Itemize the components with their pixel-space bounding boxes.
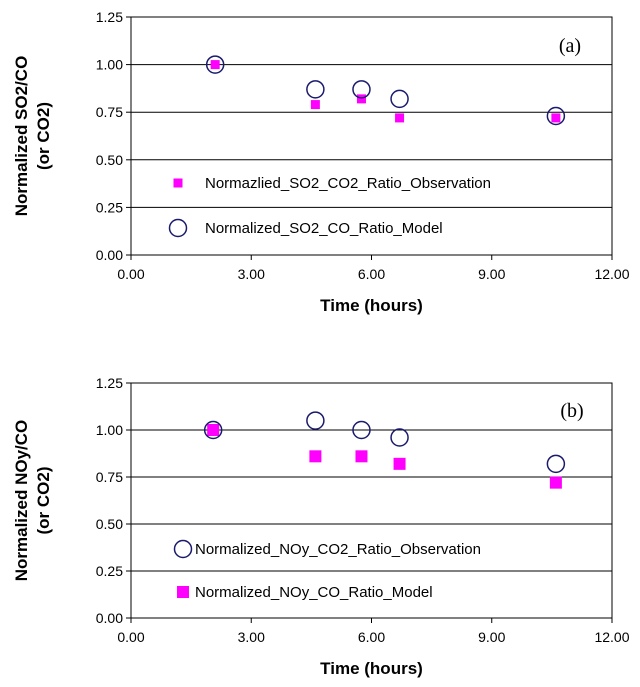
data-point (546, 106, 566, 126)
data-point (207, 424, 220, 436)
y-tick-label: 1.25 (96, 375, 123, 391)
x-tick-label: 3.00 (238, 266, 265, 282)
legend-marker (173, 539, 193, 559)
legend-label: Normalized_NOy_CO_Ratio_Model (195, 584, 433, 601)
y-axis-title: Normalized NOy/CO (12, 420, 31, 582)
y-tick-label: 0.25 (96, 563, 123, 579)
data-point (390, 428, 409, 447)
y-tick-label: 0.75 (96, 469, 123, 485)
x-axis-title: Time (hours) (320, 296, 423, 315)
series-2 (205, 55, 566, 126)
plot-area-frame (130, 382, 613, 619)
y-axis-title: (or CO2) (34, 102, 53, 170)
series-1 (203, 411, 566, 474)
data-point (356, 94, 366, 104)
data-point (352, 420, 371, 440)
y-tick-label: 0.75 (96, 104, 123, 120)
x-tick-label: 0.00 (117, 266, 144, 282)
data-point (205, 55, 225, 74)
y-tick-label: 1.25 (96, 9, 123, 25)
data-point (210, 60, 220, 70)
data-point (352, 80, 371, 99)
chart-panel-2: 0.00 0.25 0.50 0.75 1.00 1.25 0.00 3.00 6.00 9.00… (12, 375, 630, 678)
data-point (306, 80, 325, 99)
series-2 (207, 424, 562, 489)
legend-label: Normalized_NOy_CO2_Ratio_Observation (195, 541, 481, 558)
x-tick-label: 6.00 (358, 266, 385, 282)
panel-label: (a) (559, 35, 581, 57)
data-point (546, 454, 566, 474)
data-point (390, 89, 409, 109)
legend: Normazlied_SO2_CO2_Ratio_Observation Norm… (168, 175, 491, 238)
y-tick-label: 1.00 (96, 422, 123, 438)
x-tick-label: 0.00 (117, 629, 144, 645)
data-point (551, 113, 561, 123)
data-point (393, 457, 406, 470)
y-tick-label: 1.00 (96, 57, 123, 73)
x-tick-label: 12.00 (594, 266, 629, 282)
x-tick-label: 12.00 (594, 629, 629, 645)
data-point (306, 411, 325, 430)
y-tick-label: 0.50 (96, 152, 123, 168)
legend-label: Normalized_SO2_CO_Ratio_Model (205, 220, 443, 237)
legend-marker (177, 586, 189, 598)
x-tick-label: 9.00 (478, 629, 505, 645)
x-tick-label: 9.00 (478, 266, 505, 282)
data-point (309, 450, 322, 463)
data-point (395, 113, 405, 123)
y-axis-title: (or CO2) (34, 467, 53, 535)
y-tick-label: 0.25 (96, 199, 123, 215)
data-point (310, 100, 320, 110)
chart-panel-1: 0.00 0.25 0.50 0.75 1.00 1.25 0.00 3.00 6.00 9.00… (12, 9, 630, 315)
y-tick-label: 0.00 (96, 247, 123, 263)
y-tick-label: 0.50 (96, 516, 123, 532)
legend-marker (173, 178, 183, 188)
data-point (355, 450, 368, 463)
data-point (549, 476, 562, 489)
legend-marker (168, 218, 188, 238)
y-axis-title: Normalized SO2/CO (12, 56, 31, 217)
legend: Normalized_NOy_CO2_Ratio_Observation Norm… (173, 539, 481, 601)
x-tick-label: 3.00 (238, 629, 265, 645)
x-axis-title: Time (hours) (320, 659, 423, 678)
y-tick-label: 0.00 (96, 610, 123, 626)
legend-label: Normazlied_SO2_CO2_Ratio_Observation (205, 175, 491, 192)
panel-label: (b) (560, 400, 583, 422)
x-tick-label: 6.00 (358, 629, 385, 645)
data-point (203, 420, 223, 440)
series-1 (210, 60, 561, 123)
